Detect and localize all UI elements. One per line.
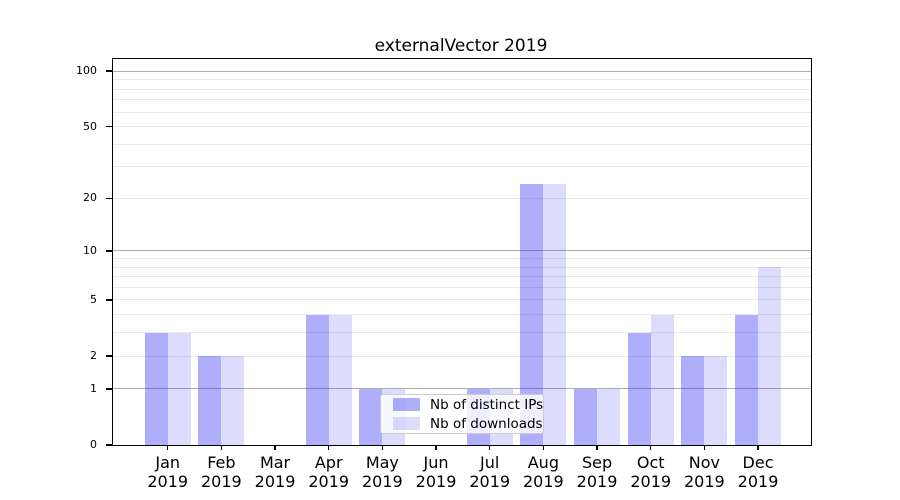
- x-tick-label: Nov 2019: [684, 453, 725, 491]
- x-tick-label: Aug 2019: [523, 453, 564, 491]
- gridline-major: [113, 250, 811, 252]
- x-tick-mark: [381, 445, 384, 450]
- gridline-minor: [113, 99, 811, 101]
- gridline-minor: [113, 332, 811, 334]
- x-tick-mark: [649, 445, 652, 450]
- y-tick-label: 20: [83, 191, 97, 205]
- y-tick-mark: [106, 444, 113, 446]
- y-tick-label: 10: [83, 243, 97, 257]
- plot-area: Nb of distinct IPs Nb of downloads 0 1 2 5 1…: [76, 58, 812, 491]
- bar-downloads: [758, 267, 782, 445]
- x-tick-label: Mar 2019: [254, 453, 296, 491]
- legend-label-distinct-ips: Nb of distinct IPs: [430, 396, 544, 413]
- gridline-minor: [113, 286, 811, 288]
- y-tick-label: 1: [90, 381, 97, 395]
- bar-distinct-ips: [681, 356, 705, 445]
- x-tick-mark: [596, 445, 598, 450]
- y-tick-label: 50: [83, 119, 97, 133]
- gridline-minor: [113, 111, 811, 113]
- bar-distinct-ips: [359, 388, 383, 445]
- bar-downloads: [543, 184, 567, 445]
- x-tick-label: Feb 2019: [201, 453, 242, 491]
- gridline-minor: [113, 166, 811, 168]
- legend-item-downloads: Nb of downloads: [387, 416, 543, 432]
- gridline-minor: [113, 143, 811, 145]
- gridline-major: [113, 70, 811, 72]
- x-tick-label: Jan 2019: [147, 453, 189, 491]
- legend-swatch-distinct-ips: [393, 398, 420, 411]
- x-tick-label: Oct 2019: [630, 453, 672, 491]
- x-tick-mark: [703, 445, 706, 450]
- x-tick-label: Sep 2019: [576, 453, 618, 491]
- legend: Nb of distinct IPs Nb of downloads: [380, 394, 544, 434]
- gridline-minor: [113, 197, 811, 199]
- gridline-minor: [113, 79, 811, 81]
- y-tick-mark: [106, 197, 113, 200]
- legend-label-downloads: Nb of downloads: [430, 415, 543, 432]
- x-tick-mark: [435, 445, 437, 450]
- x-tick-mark: [757, 445, 759, 450]
- x-tick-mark: [542, 445, 545, 450]
- bar-downloads: [597, 388, 621, 445]
- bar-downloads: [328, 314, 352, 445]
- gridline-major: [113, 388, 811, 390]
- y-tick-mark: [106, 388, 113, 390]
- y-tick-mark: [106, 250, 113, 252]
- x-tick-mark: [220, 445, 223, 450]
- x-tick-mark: [488, 445, 491, 450]
- gridline-minor: [113, 126, 811, 128]
- y-tick-mark: [106, 125, 113, 128]
- bar-distinct-ips: [574, 388, 598, 445]
- gridline-minor: [113, 88, 811, 90]
- bar-distinct-ips: [735, 314, 759, 445]
- y-tick-mark: [106, 70, 113, 72]
- gridline-minor: [113, 276, 811, 278]
- gridline-minor: [113, 355, 811, 357]
- gridline-minor: [113, 258, 811, 259]
- gridline-minor: [113, 299, 811, 301]
- bar-downloads: [221, 356, 245, 445]
- y-tick-label: 100: [76, 64, 97, 78]
- bar-downloads: [167, 332, 191, 445]
- legend-swatch-downloads: [393, 417, 420, 430]
- chart-title: externalVector 2019: [374, 36, 548, 56]
- y-tick-label: 2: [90, 349, 97, 363]
- gridline-minor: [113, 314, 811, 316]
- x-tick-label: Apr 2019: [308, 453, 350, 491]
- y-tick-mark: [106, 355, 113, 357]
- y-tick-label: 0: [90, 438, 97, 451]
- x-tick-mark: [166, 445, 169, 450]
- bar-downloads: [704, 356, 728, 445]
- bar-downloads: [650, 314, 674, 445]
- gridline-minor: [113, 266, 811, 268]
- x-tick-label: Jun 2019: [415, 453, 457, 491]
- x-tick-label: Dec 2019: [737, 453, 779, 491]
- x-tick-label: Jul 2019: [469, 453, 511, 491]
- y-tick-mark: [106, 299, 113, 301]
- x-tick-mark: [274, 445, 276, 450]
- x-tick-mark: [327, 445, 330, 450]
- legend-item-distinct-ips: Nb of distinct IPs: [387, 397, 543, 413]
- bar-distinct-ips: [144, 332, 168, 445]
- x-tick-label: May 2019: [362, 453, 403, 491]
- bar-distinct-ips: [520, 184, 544, 445]
- bar-distinct-ips: [627, 332, 651, 445]
- y-tick-label: 5: [90, 292, 97, 306]
- bar-distinct-ips: [305, 314, 329, 445]
- bar-distinct-ips: [198, 356, 222, 445]
